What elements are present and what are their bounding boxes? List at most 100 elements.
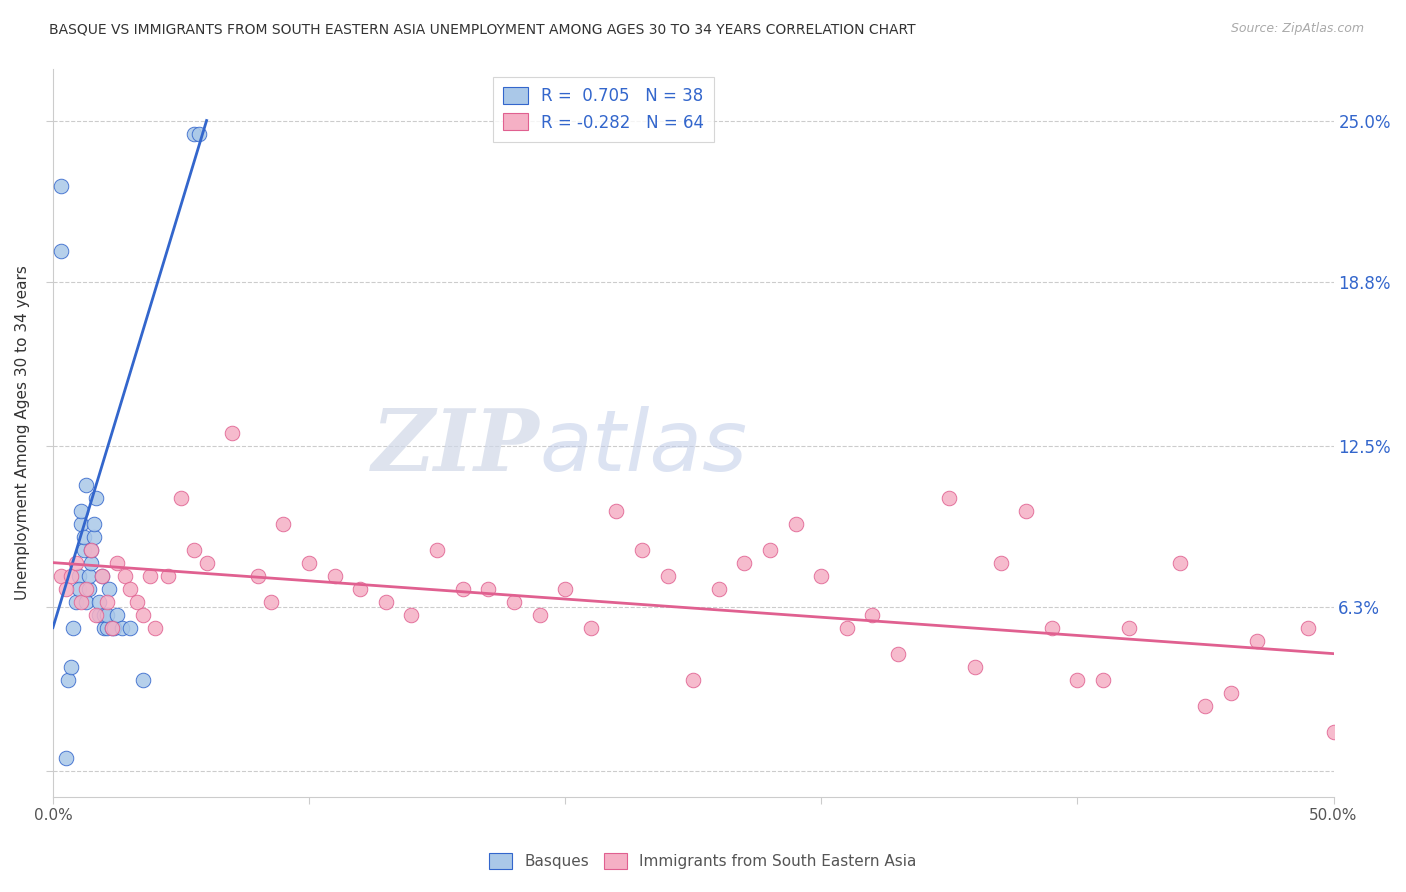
- Point: [70, 594, 93, 608]
- Point: [187, 127, 209, 141]
- Point: [1296, 621, 1319, 635]
- Point: [72, 542, 94, 557]
- Point: [1322, 724, 1344, 739]
- Point: [101, 621, 124, 635]
- Point: [55, 582, 77, 596]
- Point: [605, 503, 627, 517]
- Point: [118, 582, 141, 596]
- Text: atlas: atlas: [540, 406, 748, 489]
- Point: [118, 621, 141, 635]
- Point: [67, 568, 90, 582]
- Point: [631, 542, 654, 557]
- Text: ZIP: ZIP: [371, 405, 540, 489]
- Point: [170, 491, 193, 505]
- Point: [183, 127, 205, 141]
- Point: [1066, 673, 1088, 687]
- Point: [759, 542, 782, 557]
- Point: [83, 530, 105, 544]
- Point: [862, 607, 884, 622]
- Point: [75, 582, 97, 596]
- Point: [103, 621, 125, 635]
- Point: [733, 556, 755, 570]
- Point: [131, 673, 153, 687]
- Point: [96, 594, 118, 608]
- Point: [77, 568, 100, 582]
- Point: [554, 582, 576, 596]
- Point: [477, 582, 499, 596]
- Point: [83, 516, 105, 531]
- Point: [131, 607, 153, 622]
- Point: [657, 568, 679, 582]
- Point: [145, 621, 167, 635]
- Point: [139, 568, 162, 582]
- Point: [75, 477, 97, 491]
- Point: [75, 594, 97, 608]
- Point: [90, 568, 112, 582]
- Point: [1194, 698, 1216, 713]
- Point: [65, 594, 87, 608]
- Point: [93, 607, 115, 622]
- Point: [1168, 556, 1191, 570]
- Point: [298, 556, 321, 570]
- Point: [503, 594, 526, 608]
- Point: [1246, 633, 1268, 648]
- Point: [105, 607, 128, 622]
- Point: [157, 568, 180, 582]
- Point: [1220, 686, 1243, 700]
- Point: [273, 516, 295, 531]
- Point: [98, 582, 121, 596]
- Legend: R =  0.705   N = 38, R = -0.282   N = 64: R = 0.705 N = 38, R = -0.282 N = 64: [494, 77, 714, 142]
- Point: [62, 621, 84, 635]
- Point: [49, 178, 72, 193]
- Point: [183, 542, 205, 557]
- Point: [259, 594, 281, 608]
- Point: [80, 542, 103, 557]
- Point: [49, 568, 72, 582]
- Point: [58, 673, 80, 687]
- Point: [80, 556, 103, 570]
- Point: [96, 621, 118, 635]
- Point: [77, 582, 100, 596]
- Point: [80, 542, 103, 557]
- Point: [55, 750, 77, 764]
- Point: [963, 659, 986, 673]
- Point: [59, 659, 82, 673]
- Point: [349, 582, 371, 596]
- Point: [579, 621, 602, 635]
- Point: [72, 530, 94, 544]
- Point: [86, 491, 108, 505]
- Point: [401, 607, 423, 622]
- Point: [990, 556, 1012, 570]
- Point: [682, 673, 704, 687]
- Text: BASQUE VS IMMIGRANTS FROM SOUTH EASTERN ASIA UNEMPLOYMENT AMONG AGES 30 TO 34 YE: BASQUE VS IMMIGRANTS FROM SOUTH EASTERN …: [49, 22, 915, 37]
- Point: [323, 568, 346, 582]
- Point: [1118, 621, 1140, 635]
- Point: [1091, 673, 1114, 687]
- Point: [195, 556, 218, 570]
- Point: [451, 582, 474, 596]
- Point: [86, 607, 108, 622]
- Point: [1040, 621, 1063, 635]
- Point: [374, 594, 396, 608]
- Point: [426, 542, 449, 557]
- Point: [810, 568, 832, 582]
- Point: [67, 582, 90, 596]
- Legend: Basques, Immigrants from South Eastern Asia: Basques, Immigrants from South Eastern A…: [484, 847, 922, 875]
- Point: [87, 594, 110, 608]
- Point: [101, 621, 124, 635]
- Point: [835, 621, 858, 635]
- Point: [65, 556, 87, 570]
- Point: [90, 568, 112, 582]
- Point: [221, 425, 243, 440]
- Point: [70, 503, 93, 517]
- Point: [111, 621, 134, 635]
- Point: [246, 568, 269, 582]
- Point: [529, 607, 551, 622]
- Point: [127, 594, 149, 608]
- Point: [785, 516, 807, 531]
- Point: [49, 244, 72, 258]
- Point: [887, 647, 910, 661]
- Point: [105, 556, 128, 570]
- Text: Source: ZipAtlas.com: Source: ZipAtlas.com: [1230, 22, 1364, 36]
- Point: [1015, 503, 1038, 517]
